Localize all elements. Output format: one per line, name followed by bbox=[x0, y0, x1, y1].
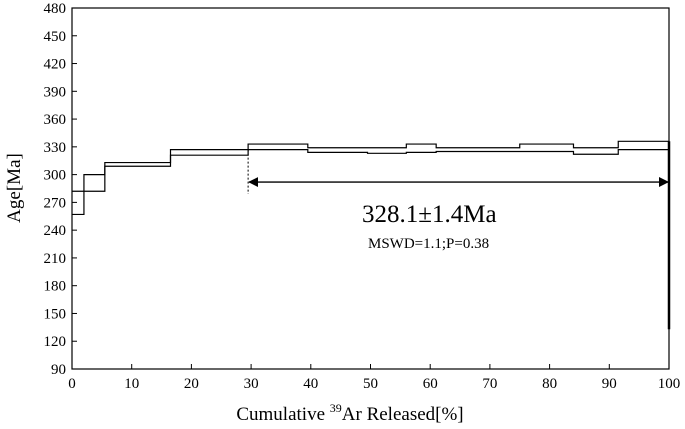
plot-frame bbox=[71, 7, 670, 370]
x-tick-label: 20 bbox=[184, 376, 199, 392]
step-8 bbox=[406, 144, 436, 152]
x-axis-ticks: 0 10 20 30 40 50 60 70 80 90 100 bbox=[68, 364, 680, 392]
y-tick-label: 360 bbox=[44, 112, 67, 128]
x-tick-label: 100 bbox=[658, 376, 681, 392]
y-tick-label: 480 bbox=[44, 1, 67, 17]
step-12 bbox=[618, 141, 669, 149]
y-tick-label: 120 bbox=[44, 334, 67, 350]
y-tick-label: 270 bbox=[44, 195, 67, 211]
step-4 bbox=[171, 150, 249, 156]
step-5 bbox=[248, 144, 308, 150]
x-tick-label: 80 bbox=[542, 376, 557, 392]
plateau-age-label: 328.1±1.4Ma bbox=[362, 201, 497, 228]
x-axis-title-prefix: Cumulative bbox=[236, 404, 329, 425]
x-tick-label: 50 bbox=[363, 376, 378, 392]
y-tick-label: 300 bbox=[44, 168, 67, 184]
x-axis-title-superscript: 39 bbox=[330, 401, 342, 415]
y-tick-label: 420 bbox=[44, 57, 67, 73]
x-axis-title: Cumulative 39Ar Released[%] bbox=[236, 401, 463, 425]
y-tick-label: 390 bbox=[44, 84, 67, 100]
step-2 bbox=[84, 175, 105, 192]
step-6 bbox=[308, 148, 368, 153]
x-tick-label: 90 bbox=[602, 376, 617, 392]
step-11 bbox=[573, 148, 618, 154]
x-tick-label: 60 bbox=[423, 376, 438, 392]
age-steps bbox=[72, 140, 671, 330]
x-tick-label: 30 bbox=[244, 376, 259, 392]
y-tick-label: 330 bbox=[44, 140, 67, 156]
y-axis-ticks: 90 120 150 180 210 240 270 300 330 360 390 420 450 48… bbox=[44, 1, 77, 378]
step-7 bbox=[368, 148, 407, 154]
lower-error-envelope bbox=[72, 149, 669, 216]
step-10 bbox=[520, 144, 574, 151]
y-tick-label: 450 bbox=[44, 29, 67, 45]
y-tick-label: 240 bbox=[44, 223, 67, 239]
x-tick-label: 70 bbox=[482, 376, 497, 392]
x-tick-label: 40 bbox=[303, 376, 318, 392]
y-tick-label: 150 bbox=[44, 306, 67, 322]
step-1 bbox=[72, 191, 84, 214]
y-tick-label: 210 bbox=[44, 251, 67, 267]
y-tick-label: 90 bbox=[51, 362, 66, 378]
x-axis-title-suffix: Ar Released[%] bbox=[342, 404, 464, 425]
x-tick-label: 10 bbox=[124, 376, 139, 392]
y-tick-label: 180 bbox=[44, 279, 67, 295]
plateau-stats-label: MSWD=1.1;P=0.38 bbox=[368, 236, 489, 252]
y-axis-title: Age[Ma] bbox=[4, 153, 25, 223]
x-tick-label: 0 bbox=[68, 376, 76, 392]
